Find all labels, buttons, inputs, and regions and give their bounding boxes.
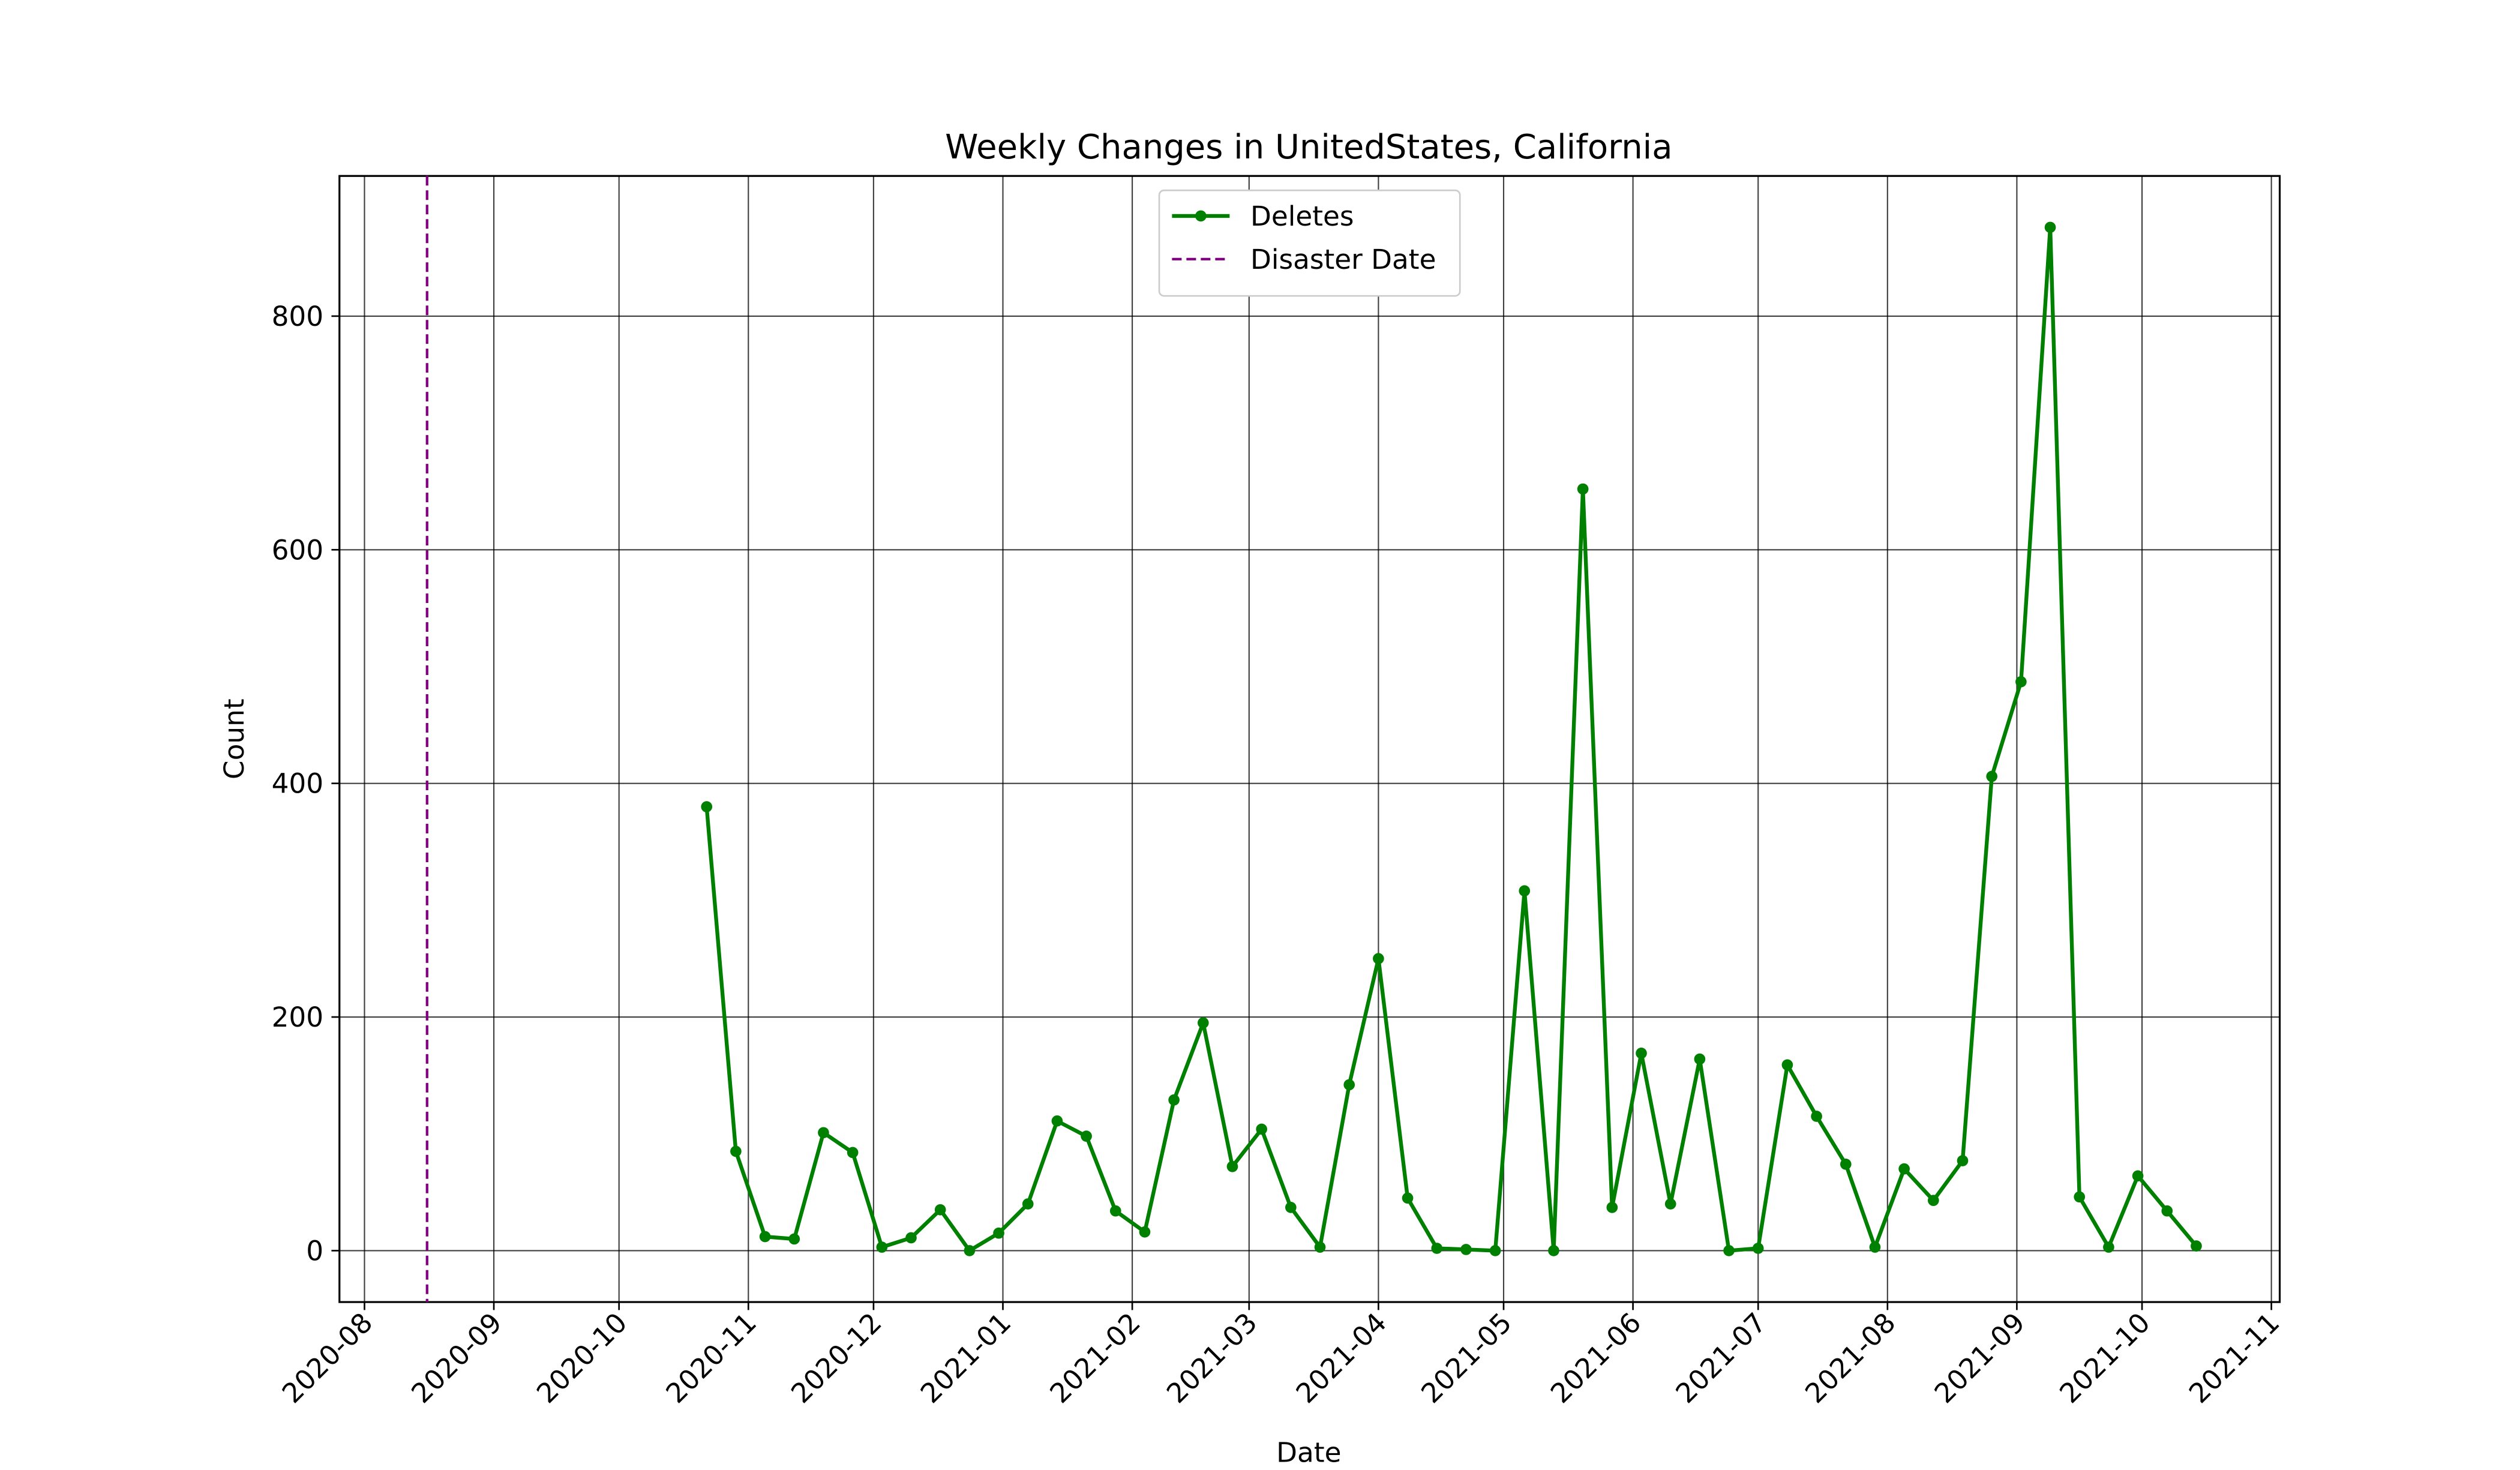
point <box>2044 221 2056 233</box>
point <box>1051 1115 1063 1127</box>
plot-frame <box>338 175 2281 1303</box>
point <box>1226 1160 1238 1172</box>
point <box>2132 1170 2144 1182</box>
point <box>1548 1245 1559 1256</box>
point <box>1694 1053 1706 1065</box>
y-axis-label: Count <box>218 698 250 779</box>
point <box>1898 1163 1910 1175</box>
point <box>2191 1240 2202 1252</box>
legend-marker <box>1195 210 1207 222</box>
point <box>1577 483 1589 495</box>
point <box>1752 1243 1764 1254</box>
point <box>993 1227 1004 1239</box>
point <box>905 1232 917 1244</box>
point <box>2015 676 2027 688</box>
point <box>1869 1241 1881 1253</box>
point <box>701 801 713 812</box>
point <box>788 1233 800 1245</box>
x-tick-label: 2020-10 <box>530 1307 633 1409</box>
x-tick-label: 2021-05 <box>1415 1307 1517 1409</box>
x-tick-label: 2020-11 <box>660 1307 763 1409</box>
point <box>1664 1198 1676 1210</box>
x-tick-label: 2021-10 <box>2053 1307 2156 1409</box>
point <box>1636 1048 1647 1059</box>
x-tick-label: 2020-12 <box>785 1307 887 1409</box>
legend-box <box>1158 189 1461 297</box>
x-tick-label: 2020-08 <box>276 1307 379 1409</box>
point <box>1168 1094 1180 1106</box>
point <box>847 1147 859 1159</box>
x-tick-label: 2021-07 <box>1670 1307 1772 1409</box>
point <box>1109 1205 1121 1217</box>
point <box>1314 1241 1326 1253</box>
y-tick-label: 800 <box>272 301 324 332</box>
y-tick-label: 600 <box>272 534 324 566</box>
point <box>1986 770 1998 782</box>
point <box>1957 1155 1969 1166</box>
y-tick-label: 200 <box>272 1001 324 1033</box>
y-tick-label: 400 <box>272 768 324 800</box>
x-tick-label: 2020-09 <box>405 1307 508 1409</box>
x-tick-label: 2021-04 <box>1290 1307 1393 1409</box>
point <box>2074 1191 2086 1203</box>
point <box>1402 1192 1414 1204</box>
x-tick-label: 2021-03 <box>1160 1307 1263 1409</box>
chart-title: Weekly Changes in UnitedStates, Californ… <box>945 128 1672 167</box>
point <box>1431 1243 1443 1254</box>
point <box>1197 1017 1209 1029</box>
point <box>1285 1202 1297 1213</box>
point <box>730 1145 742 1157</box>
point <box>1519 885 1531 897</box>
point <box>1489 1245 1501 1256</box>
point <box>1081 1130 1092 1142</box>
point <box>1343 1079 1355 1091</box>
x-tick-label: 2021-08 <box>1799 1307 1901 1409</box>
x-tick-label: 2021-09 <box>1928 1307 2031 1409</box>
line <box>704 227 2198 1253</box>
point <box>1723 1245 1735 1256</box>
point <box>1840 1159 1852 1170</box>
point <box>1811 1111 1822 1122</box>
legend-label: Disaster Date <box>1250 244 1436 275</box>
x-tick-label: 2021-06 <box>1544 1307 1647 1409</box>
point <box>1256 1123 1267 1135</box>
point <box>2103 1241 2114 1253</box>
x-tick-label: 2021-01 <box>914 1307 1017 1409</box>
x-tick-label: 2021-11 <box>2183 1307 2285 1409</box>
point <box>818 1127 829 1139</box>
point <box>964 1245 976 1256</box>
legend-label: Deletes <box>1250 200 1354 232</box>
point <box>1460 1244 1472 1255</box>
point <box>934 1204 946 1216</box>
point <box>1373 953 1384 965</box>
point <box>759 1231 771 1243</box>
point <box>1022 1198 1034 1210</box>
point <box>1927 1195 1939 1207</box>
point <box>1139 1226 1151 1238</box>
point <box>1781 1059 1793 1071</box>
x-axis-label: Date <box>1276 1437 1341 1469</box>
y-tick-label: 0 <box>306 1235 323 1267</box>
point <box>876 1241 888 1253</box>
x-tick-label: 2021-02 <box>1044 1307 1147 1409</box>
point <box>1606 1202 1618 1213</box>
point <box>2161 1205 2173 1217</box>
